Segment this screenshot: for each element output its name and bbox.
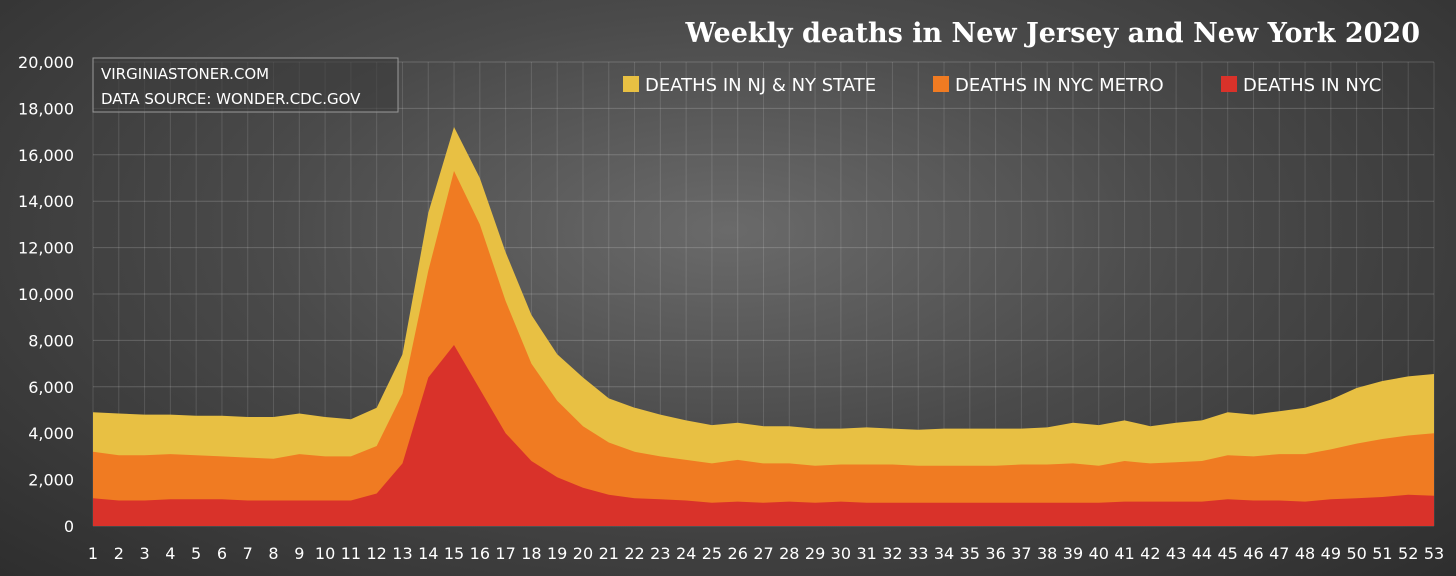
x-tick-label: 49 — [1321, 544, 1341, 563]
x-tick-label: 20 — [573, 544, 593, 563]
x-tick-label: 4 — [165, 544, 175, 563]
x-tick-label: 2 — [114, 544, 124, 563]
x-tick-label: 48 — [1295, 544, 1315, 563]
x-tick-label: 51 — [1372, 544, 1392, 563]
y-tick-label: 4,000 — [28, 424, 74, 443]
x-tick-label: 50 — [1346, 544, 1366, 563]
x-tick-label: 23 — [650, 544, 670, 563]
x-tick-label: 10 — [315, 544, 335, 563]
x-tick-label: 15 — [444, 544, 464, 563]
x-tick-label: 43 — [1166, 544, 1186, 563]
x-tick-label: 19 — [547, 544, 567, 563]
x-tick-label: 25 — [702, 544, 722, 563]
x-axis: 1 2 3 4 5 6 7 8 9 10 11 12 13 14 15 16 17 18 19 20 21 22 23 24 2… — [88, 544, 1444, 563]
x-tick-label: 7 — [243, 544, 253, 563]
x-tick-label: 26 — [728, 544, 748, 563]
source-line-site: VIRGINIASTONER.COM — [101, 65, 269, 83]
x-tick-label: 21 — [599, 544, 619, 563]
x-tick-label: 14 — [418, 544, 438, 563]
area-series — [93, 127, 1434, 526]
legend-item: DEATHS IN NYC — [1221, 75, 1381, 96]
x-tick-label: 28 — [779, 544, 799, 563]
legend-swatch — [623, 76, 639, 92]
x-tick-label: 12 — [366, 544, 386, 563]
x-tick-label: 46 — [1243, 544, 1263, 563]
x-tick-label: 42 — [1140, 544, 1160, 563]
x-tick-label: 16 — [470, 544, 490, 563]
area-series-3 — [93, 345, 1434, 526]
y-tick-label: 8,000 — [28, 331, 74, 350]
y-axis: 0 2,000 4,000 6,000 8,000 10,000 12,000 14,000 1… — [18, 53, 74, 536]
source-line-data: DATA SOURCE: WONDER.CDC.GOV — [101, 90, 361, 108]
x-tick-label: 47 — [1269, 544, 1289, 563]
legend-swatch — [1221, 76, 1237, 92]
legend-item: DEATHS IN NJ & NY STATE — [623, 75, 876, 96]
y-tick-label: 16,000 — [18, 146, 74, 165]
x-tick-label: 31 — [856, 544, 876, 563]
x-tick-label: 6 — [217, 544, 227, 563]
x-tick-label: 33 — [908, 544, 928, 563]
y-tick-label: 18,000 — [18, 99, 74, 118]
legend-label: DEATHS IN NYC — [1243, 75, 1381, 96]
x-tick-label: 5 — [191, 544, 201, 563]
x-tick-label: 29 — [805, 544, 825, 563]
source-box-frame — [92, 57, 399, 113]
x-tick-label: 52 — [1398, 544, 1418, 563]
x-tick-label: 22 — [624, 544, 644, 563]
x-tick-label: 30 — [831, 544, 851, 563]
x-tick-label: 11 — [341, 544, 361, 563]
legend: DEATHS IN NJ & NY STATE DEATHS IN NYC MET… — [623, 75, 1381, 96]
x-tick-label: 3 — [139, 544, 149, 563]
x-tick-label: 18 — [521, 544, 541, 563]
legend-swatch — [933, 76, 949, 92]
y-tick-label: 10,000 — [18, 285, 74, 304]
chart-title: Weekly deaths in New Jersey and New York… — [684, 18, 1420, 49]
x-tick-label: 13 — [392, 544, 412, 563]
x-tick-label: 27 — [753, 544, 773, 563]
y-tick-label: 14,000 — [18, 192, 74, 211]
x-tick-label: 38 — [1037, 544, 1057, 563]
x-tick-label: 40 — [1089, 544, 1109, 563]
x-tick-label: 32 — [882, 544, 902, 563]
x-tick-label: 8 — [268, 544, 278, 563]
y-tick-label: 0 — [64, 517, 74, 536]
x-tick-label: 1 — [88, 544, 98, 563]
x-tick-label: 41 — [1114, 544, 1134, 563]
y-tick-label: 12,000 — [18, 239, 74, 258]
x-tick-label: 39 — [1063, 544, 1083, 563]
legend-label: DEATHS IN NYC METRO — [955, 75, 1164, 96]
x-tick-label: 53 — [1424, 544, 1444, 563]
x-tick-label: 45 — [1218, 544, 1238, 563]
x-tick-label: 24 — [676, 544, 696, 563]
y-tick-label: 20,000 — [18, 53, 74, 72]
x-tick-label: 44 — [1192, 544, 1212, 563]
legend-item: DEATHS IN NYC METRO — [933, 75, 1164, 96]
x-tick-label: 34 — [934, 544, 954, 563]
source-box: VIRGINIASTONER.COM DATA SOURCE: WONDER.C… — [92, 57, 399, 113]
x-tick-label: 17 — [495, 544, 515, 563]
x-tick-label: 36 — [985, 544, 1005, 563]
x-tick-label: 37 — [1011, 544, 1031, 563]
x-tick-label: 35 — [960, 544, 980, 563]
x-tick-label: 9 — [294, 544, 304, 563]
y-tick-label: 2,000 — [28, 471, 74, 490]
legend-label: DEATHS IN NJ & NY STATE — [645, 75, 876, 96]
y-tick-label: 6,000 — [28, 378, 74, 397]
